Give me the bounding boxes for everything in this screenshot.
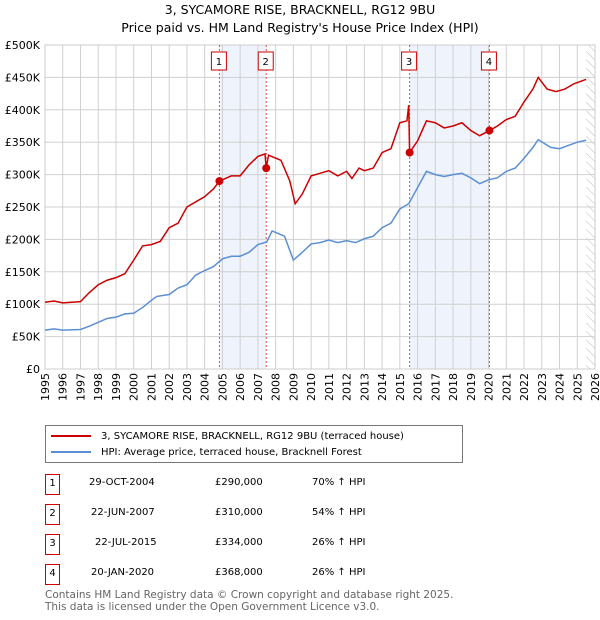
sale-label: 1: [216, 57, 222, 68]
sale-row: 1 29-OCT-2004 £290,000 70% ↑ HPI: [45, 474, 445, 495]
x-tick-label: 2002: [163, 373, 176, 401]
footer-line-2: This data is licensed under the Open Gov…: [45, 601, 380, 613]
x-tick-label: 2000: [128, 373, 141, 401]
y-tick-label: £350K: [5, 136, 41, 149]
sale-price: £368,000: [215, 567, 263, 578]
x-tick-label: 2015: [394, 373, 407, 401]
legend-label: 3, SYCAMORE RISE, BRACKNELL, RG12 9BU (t…: [101, 430, 404, 442]
x-tick-label: 2010: [305, 373, 318, 401]
sale-date: 22-JUN-2007: [91, 507, 155, 518]
footer-line-1: Contains HM Land Registry data © Crown c…: [45, 589, 454, 601]
x-tick-label: 2018: [447, 373, 460, 401]
sale-number: 3: [45, 534, 60, 555]
sale-label-box: [257, 51, 274, 71]
sale-label-box: [480, 51, 497, 71]
y-tick-label: £400K: [5, 104, 41, 117]
sale-point: [215, 177, 224, 186]
sale-label: 4: [486, 57, 492, 68]
legend-item-hpi: HPI: Average price, terraced house, Brac…: [51, 445, 362, 459]
sale-date: 29-OCT-2004: [89, 477, 155, 488]
sale-row: 2 22-JUN-2007 £310,000 54% ↑ HPI: [45, 504, 445, 525]
x-tick-label: 2008: [270, 373, 283, 401]
x-tick-label: 1996: [57, 373, 70, 401]
x-tick-label: 1995: [39, 373, 52, 401]
price-paid-line: [44, 75, 587, 304]
x-tick-label: 2026: [589, 373, 600, 401]
plot-border: [44, 44, 596, 370]
sale-row: 3 22-JUL-2015 £334,000 26% ↑ HPI: [45, 534, 445, 555]
legend-swatch-blue: [51, 451, 91, 453]
sale-date: 20-JAN-2020: [91, 567, 155, 578]
y-tick-label: £50K: [12, 331, 41, 344]
hpi-line: [44, 138, 587, 331]
sale-price: £310,000: [215, 507, 263, 518]
x-tick-label: 2005: [216, 373, 229, 401]
sale-point: [485, 126, 494, 135]
sale-number: 1: [45, 474, 60, 495]
x-tick-label: 2007: [252, 373, 265, 401]
sale-point: [262, 164, 271, 173]
sale-number: 2: [45, 504, 60, 525]
x-tick-label: 2009: [287, 373, 300, 401]
x-tick-label: 2003: [181, 373, 194, 401]
x-tick-label: 2024: [554, 373, 567, 401]
y-tick-label: £300K: [5, 169, 41, 182]
x-tick-label: 2013: [358, 373, 371, 401]
sale-label-box: [401, 51, 418, 71]
legend-swatch-red: [51, 435, 91, 437]
sale-number: 4: [45, 564, 60, 585]
x-tick-label: 2022: [518, 373, 531, 401]
x-tick-label: 1998: [92, 373, 105, 401]
x-tick-label: 1999: [110, 373, 123, 401]
sale-hpi-change: 26% ↑ HPI: [312, 567, 366, 578]
x-tick-label: 2014: [376, 373, 389, 401]
sale-hpi-change: 54% ↑ HPI: [312, 507, 366, 518]
x-tick-label: 2023: [536, 373, 549, 401]
y-tick-label: £250K: [5, 201, 41, 214]
x-tick-label: 2025: [571, 373, 584, 401]
sale-hpi-change: 26% ↑ HPI: [312, 537, 366, 548]
y-tick-label: £450K: [5, 71, 41, 84]
sale-price: £290,000: [215, 477, 263, 488]
y-tick-label: £200K: [5, 233, 41, 246]
chart-title: 3, SYCAMORE RISE, BRACKNELL, RG12 9BU: [164, 2, 436, 17]
y-tick-label: £100K: [5, 298, 41, 311]
sale-date: 22-JUL-2015: [95, 537, 157, 548]
legend-item-property: 3, SYCAMORE RISE, BRACKNELL, RG12 9BU (t…: [51, 429, 404, 443]
x-tick-label: 2012: [341, 373, 354, 401]
y-tick-label: £500K: [5, 39, 41, 52]
x-tick-label: 2017: [429, 373, 442, 401]
sale-hpi-change: 70% ↑ HPI: [312, 477, 366, 488]
sale-price: £334,000: [215, 537, 263, 548]
x-tick-label: 2006: [234, 373, 247, 401]
sale-label: 2: [263, 57, 269, 68]
x-tick-label: 2021: [500, 373, 513, 401]
sale-label-box: [210, 51, 227, 71]
chart-subtitle: Price paid vs. HM Land Registry's House …: [121, 20, 479, 35]
sale-point: [405, 148, 414, 157]
y-tick-label: £150K: [5, 266, 41, 279]
sale-label: 3: [406, 57, 412, 68]
sale-row: 4 20-JAN-2020 £368,000 26% ↑ HPI: [45, 564, 445, 585]
y-tick-label: £0: [26, 363, 40, 376]
x-tick-label: 2001: [145, 373, 158, 401]
x-tick-label: 2004: [199, 373, 212, 401]
x-tick-label: 2019: [465, 373, 478, 401]
x-tick-label: 1997: [74, 373, 87, 401]
x-tick-label: 2016: [412, 373, 425, 401]
legend-label: HPI: Average price, terraced house, Brac…: [101, 446, 362, 458]
plot-area: 1995 1996 1997 1998 1999 2000 2001 2002 2003 2004…: [5, 39, 600, 401]
legend: 3, SYCAMORE RISE, BRACKNELL, RG12 9BU (t…: [45, 425, 463, 463]
x-tick-label: 2011: [323, 373, 336, 401]
x-tick-label: 2020: [483, 373, 496, 401]
